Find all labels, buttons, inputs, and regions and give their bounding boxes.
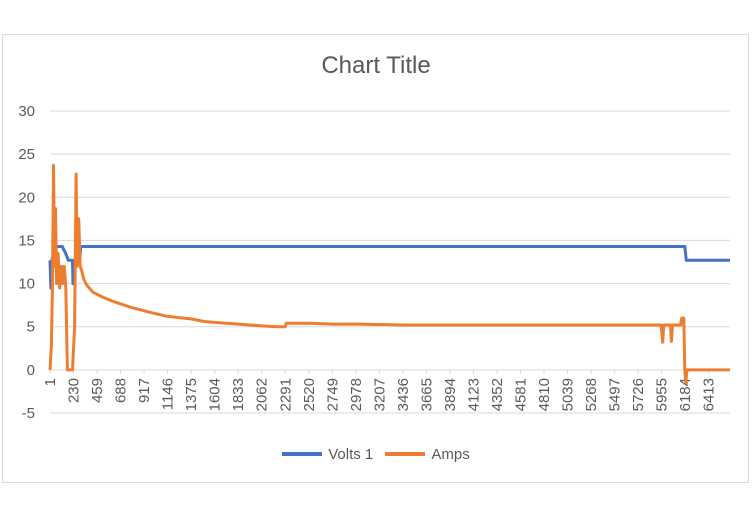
series-line-volts: [48, 245, 730, 290]
y-tick-label: 5: [27, 319, 35, 336]
legend: Volts 1 Amps: [0, 443, 752, 463]
x-tick-label: 1375: [183, 378, 200, 411]
legend-label-amps: Amps: [431, 445, 470, 463]
series-line-amps: [48, 163, 730, 385]
y-tick-label: 10: [18, 276, 35, 293]
x-tick-label: 5268: [583, 378, 600, 411]
x-tick-label: 5955: [654, 378, 671, 411]
legend-label-volts: Volts 1: [328, 445, 374, 463]
y-tick-label: 25: [18, 146, 35, 163]
x-tick-label: 5039: [560, 378, 577, 411]
x-tick-label: 2520: [301, 378, 318, 411]
x-tick-label: 4810: [536, 378, 553, 411]
x-tick-label: 3894: [442, 378, 459, 411]
x-tick-label: 2062: [254, 378, 271, 411]
legend-swatch-amps: [385, 452, 426, 456]
x-tick-label: 1604: [207, 378, 224, 411]
x-tick-label: 1: [42, 378, 59, 386]
x-tick-label: 4581: [513, 378, 530, 411]
x-tick-label: 6413: [701, 378, 718, 411]
x-tick-label: 1833: [230, 378, 247, 411]
y-tick-label: 20: [18, 189, 35, 206]
x-tick-label: 3436: [395, 378, 412, 411]
x-tick-label: 459: [89, 378, 106, 403]
x-tick-label: 2978: [348, 378, 365, 411]
y-tick-label: 30: [18, 103, 35, 120]
legend-item-amps: Amps: [385, 445, 470, 463]
x-tick-label: 2749: [324, 378, 341, 411]
x-tick-label: 4123: [465, 378, 482, 411]
chart-title: Chart Title: [321, 52, 431, 79]
x-tick-label: 3207: [371, 378, 388, 411]
legend-swatch-volts: [282, 452, 323, 456]
x-tick-label: 917: [136, 378, 153, 403]
x-tick-label: 1146: [160, 378, 177, 410]
y-tick-label: 0: [27, 362, 35, 379]
x-tick-label: 5497: [607, 378, 624, 411]
y-tick-label: 15: [18, 232, 35, 249]
x-tick-label: 688: [113, 378, 130, 403]
legend-item-volts: Volts 1: [282, 446, 373, 463]
x-tick-label: 2291: [277, 378, 294, 411]
chart-frame: [2, 34, 749, 483]
x-tick-label: 6184: [677, 378, 694, 411]
y-tick-label: -5: [22, 405, 35, 422]
x-tick-label: 3665: [418, 378, 435, 411]
x-tick-label: 230: [66, 378, 83, 403]
x-tick-label: 4352: [489, 378, 506, 411]
x-tick-label: 5726: [630, 378, 647, 411]
